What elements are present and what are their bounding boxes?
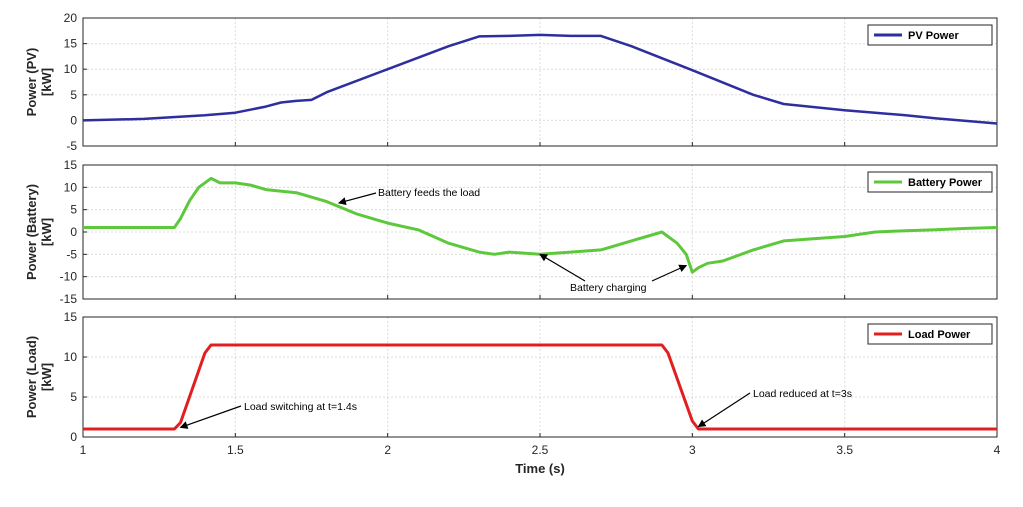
x-tick-label-0: 1 (80, 443, 87, 457)
y-tick-label-battery-1: -10 (60, 270, 78, 284)
annotation-arrow-load-1 (697, 392, 751, 428)
y-tick-label-battery-5: 10 (64, 180, 78, 194)
legend-box-battery (867, 171, 993, 193)
y-tick-label-pv-1: 0 (70, 113, 77, 127)
x-tick-label-2: 2 (384, 443, 391, 457)
y-tick-label-load-1: 5 (70, 390, 77, 404)
x-tick-label-6: 4 (994, 443, 1001, 457)
y-axis-label-battery-0: Power (Battery) (24, 184, 39, 280)
legend-label-load: Load Power (908, 329, 971, 341)
y-tick-label-battery-2: -5 (66, 247, 77, 261)
y-tick-label-pv-5: 20 (64, 11, 78, 25)
x-tick-label-1: 1.5 (227, 443, 244, 457)
y-tick-label-pv-3: 10 (64, 62, 78, 76)
y-tick-label-load-2: 10 (64, 350, 78, 364)
panel-load: 0 5 10 15 Power (Load) [kW] Load Power Load swi… (24, 310, 998, 444)
y-tick-label-pv-2: 5 (70, 88, 77, 102)
annotation-arrow-battery-0 (337, 192, 377, 206)
annotation-arrow-battery-1 (539, 253, 586, 282)
y-tick-label-load-3: 15 (64, 310, 78, 324)
series-line-load-0 (83, 343, 997, 431)
y-tick-label-battery-6: 15 (64, 158, 78, 172)
y-tick-label-battery-4: 5 (70, 203, 77, 217)
y-axis-label-pv-1: [kW] (39, 68, 54, 96)
y-tick-label-pv-4: 15 (64, 37, 78, 51)
y-axis-label-pv-0: Power (PV) (24, 48, 39, 117)
x-tick-label-5: 3.5 (836, 443, 853, 457)
legend-label-pv: PV Power (908, 30, 959, 42)
y-axis-label-load-1: [kW] (39, 363, 54, 391)
y-tick-label-load-0: 0 (70, 430, 77, 444)
legend-box-load (867, 323, 993, 345)
y-tick-label-battery-3: 0 (70, 225, 77, 239)
annotation-text-battery-1: Battery charging (570, 282, 647, 294)
series-line-pv-0 (82, 33, 998, 125)
legend-label-battery: Battery Power (908, 177, 983, 189)
panel-battery: -15 -10 -5 0 5 10 15 Power (Battery) [kW] Battery… (24, 158, 998, 306)
annotation-text-load-1: Load reduced at t=3s (753, 388, 852, 400)
legend-box-pv (867, 24, 993, 46)
y-axis-label-load-0: Power (Load) (24, 336, 39, 418)
legend-battery: Battery Power (867, 171, 993, 193)
annotation-text-load-0: Load switching at t=1.4s (244, 401, 357, 413)
x-tick-labels: 1 1.5 2 2.5 3 3.5 4 (80, 443, 1001, 457)
annotation-arrow-load-0 (179, 405, 242, 429)
panel-pv: -5 0 5 10 15 20 Power (PV) [kW] PV Power (24, 11, 998, 153)
y-tick-label-battery-0: -15 (60, 292, 78, 306)
x-tick-label-4: 3 (689, 443, 696, 457)
x-axis-label: Time (s) (515, 461, 565, 476)
legend-pv: PV Power (867, 24, 993, 46)
y-tick-label-pv-0: -5 (66, 139, 77, 153)
x-tick-label-3: 2.5 (532, 443, 549, 457)
annotation-text-battery-0: Battery feeds the load (378, 187, 480, 199)
annotation-arrow-battery-2 (651, 264, 688, 282)
y-axis-label-battery-1: [kW] (39, 218, 54, 246)
legend-load: Load Power (867, 323, 993, 345)
